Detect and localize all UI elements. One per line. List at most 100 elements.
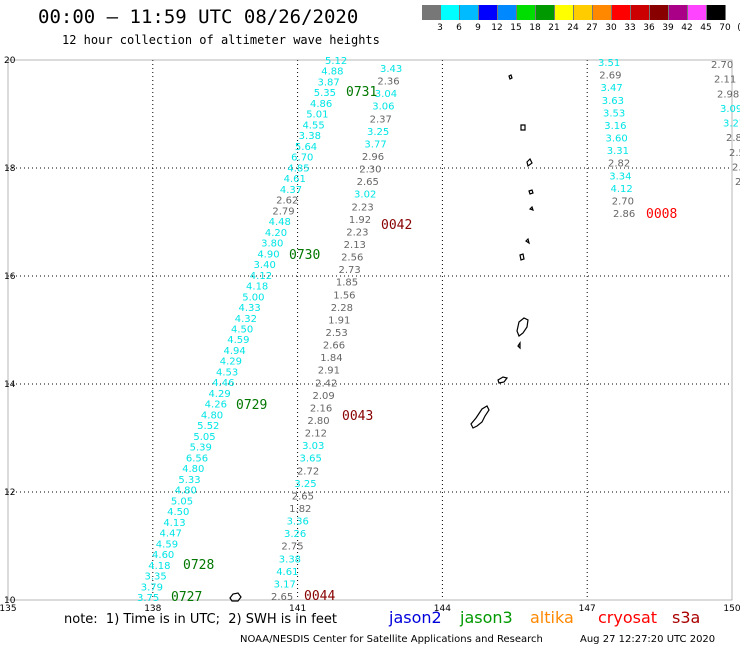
swh-value-track-b: 2.36: [377, 77, 399, 88]
timestamp: Aug 27 12:27:20 UTC 2020: [580, 634, 716, 645]
colorbar-label: 27: [586, 23, 598, 33]
swh-value-track-d: 2.11: [714, 75, 736, 86]
swh-value-track-a: 4.12: [250, 271, 272, 282]
map-frame: [7, 59, 733, 601]
mission-label-jason2: jason2: [389, 608, 442, 627]
swh-value-track-a: 4.80: [175, 486, 197, 497]
pass-time-label: 0043: [342, 409, 373, 424]
lat-tick-label: 14: [4, 380, 16, 390]
island-outline: [229, 592, 242, 602]
swh-value-track-b: 1.56: [333, 290, 355, 301]
swh-value-track-b: 2.80: [307, 416, 329, 427]
colorbar-swatch: [479, 5, 498, 20]
swh-value-track-a: 2.79: [272, 206, 294, 217]
swh-value-track-a: 4.59: [156, 539, 178, 550]
swh-value-track-d: 3.27: [723, 119, 740, 130]
pass-time-label: 0730: [289, 248, 320, 263]
colorbar-swatch: [612, 5, 631, 20]
island-outline: [526, 157, 533, 168]
swh-value-track-b: 2.09: [313, 391, 335, 402]
swh-value-track-b: 3.25: [367, 127, 389, 138]
mission-label-cryosat: cryosat: [598, 608, 658, 627]
colorbar-swatch: [688, 5, 707, 20]
swh-value-track-d: 3.09: [720, 104, 740, 115]
swh-value-track-b: 2.53: [326, 328, 348, 339]
swh-value-track-c: 3.16: [604, 121, 626, 132]
swh-value-track-a: 4.18: [246, 282, 268, 293]
swh-value-track-b: 2.75: [281, 542, 303, 553]
colorbar-label: 18: [529, 23, 541, 33]
colorbar-swatch: [536, 5, 555, 20]
swh-value-track-b: 2.72: [297, 466, 319, 477]
swh-value-track-b: 2.23: [346, 227, 368, 238]
lon-tick-label: 141: [289, 604, 306, 614]
swh-value-track-a: 4.48: [269, 217, 291, 228]
pass-time-label: 0042: [381, 218, 412, 233]
swh-value-track-a: 3.35: [145, 572, 167, 583]
swh-value-track-b: 2.65: [271, 592, 293, 603]
swh-value-track-b: 2.96: [362, 152, 384, 163]
swh-value-track-a: 4.33: [239, 303, 261, 314]
map-title: 00:00 – 11:59 UTC 08/26/2020: [38, 6, 359, 28]
swh-value-track-a: 6.70: [291, 153, 313, 164]
lat-tick-label: 12: [4, 488, 15, 498]
swh-value-track-b: 3.38: [279, 554, 301, 565]
island-outline: [508, 74, 513, 80]
swh-value-track-a: 4.20: [265, 228, 287, 239]
colorbar-label: 70: [719, 23, 731, 33]
swh-value-track-a: 5.64: [295, 142, 317, 153]
swh-value-track-a: 4.50: [231, 325, 253, 336]
swh-value-track-a: 5.39: [190, 443, 212, 454]
swh-value-track-b: 2.65: [292, 491, 314, 502]
island-outline: [470, 405, 490, 429]
swh-value-track-d: 2.5: [729, 148, 740, 159]
swh-value-track-a: 5.33: [178, 475, 200, 486]
colorbar-label: 33: [624, 23, 636, 33]
colorbar-swatch: [517, 5, 536, 20]
swh-value-track-c: 2.82: [608, 159, 630, 170]
swh-value-track-a: 4.88: [321, 67, 343, 78]
swh-value-track-a: 3.79: [141, 582, 163, 593]
swh-value-track-a: 4.26: [205, 400, 227, 411]
swh-value-track-b: 1.84: [320, 353, 342, 364]
pass-time-label: 0044: [304, 589, 335, 604]
colorbar-swatch: [460, 5, 479, 20]
colorbar-label: 36: [643, 23, 655, 33]
swh-value-track-a: 4.53: [216, 367, 238, 378]
swh-value-track-b: 2.56: [341, 253, 363, 264]
swh-value-track-b: 3.02: [354, 190, 376, 201]
swh-value-track-b: 3.36: [287, 517, 309, 528]
swh-value-track-c: 2.69: [599, 71, 621, 82]
swh-value-track-b: 2.23: [351, 202, 373, 213]
swh-value-track-a: 4.60: [152, 550, 174, 561]
swh-value-track-b: 3.43: [380, 64, 402, 75]
swh-value-track-c: 4.12: [611, 184, 633, 195]
swh-value-track-c: 3.47: [601, 83, 623, 94]
swh-value-track-b: 2.91: [318, 366, 340, 377]
mission-label-jason3: jason3: [460, 608, 513, 627]
colorbar-swatch: [707, 5, 726, 20]
island-outline: [528, 205, 534, 211]
colorbar-swatch: [631, 5, 650, 20]
colorbar-label: 24: [567, 23, 579, 33]
swh-value-track-b: 3.17: [274, 579, 296, 590]
island-outline: [528, 189, 534, 195]
swh-value-track-b: 2.65: [357, 177, 379, 188]
swh-value-track-b: 1.91: [328, 315, 350, 326]
swh-value-track-d: 2.70: [711, 60, 733, 71]
swh-value-track-b: 3.04: [375, 89, 397, 100]
island-outline: [520, 124, 526, 131]
swh-value-track-b: 1.85: [336, 278, 358, 289]
swh-value-track-d: 2: [735, 177, 740, 188]
swh-value-track-a: 4.13: [163, 518, 185, 529]
island-outline: [497, 376, 509, 384]
lat-tick-label: 16: [4, 272, 16, 282]
lon-tick-label: 135: [0, 604, 17, 614]
colorbar-label: (ft): [734, 23, 740, 33]
lat-tick-label: 18: [4, 164, 16, 174]
lat-tick-label: 20: [4, 56, 16, 66]
swh-value-track-d: 2.8: [726, 133, 740, 144]
colorbar-label: 15: [510, 23, 522, 33]
mission-label-altika: altika: [530, 608, 574, 627]
